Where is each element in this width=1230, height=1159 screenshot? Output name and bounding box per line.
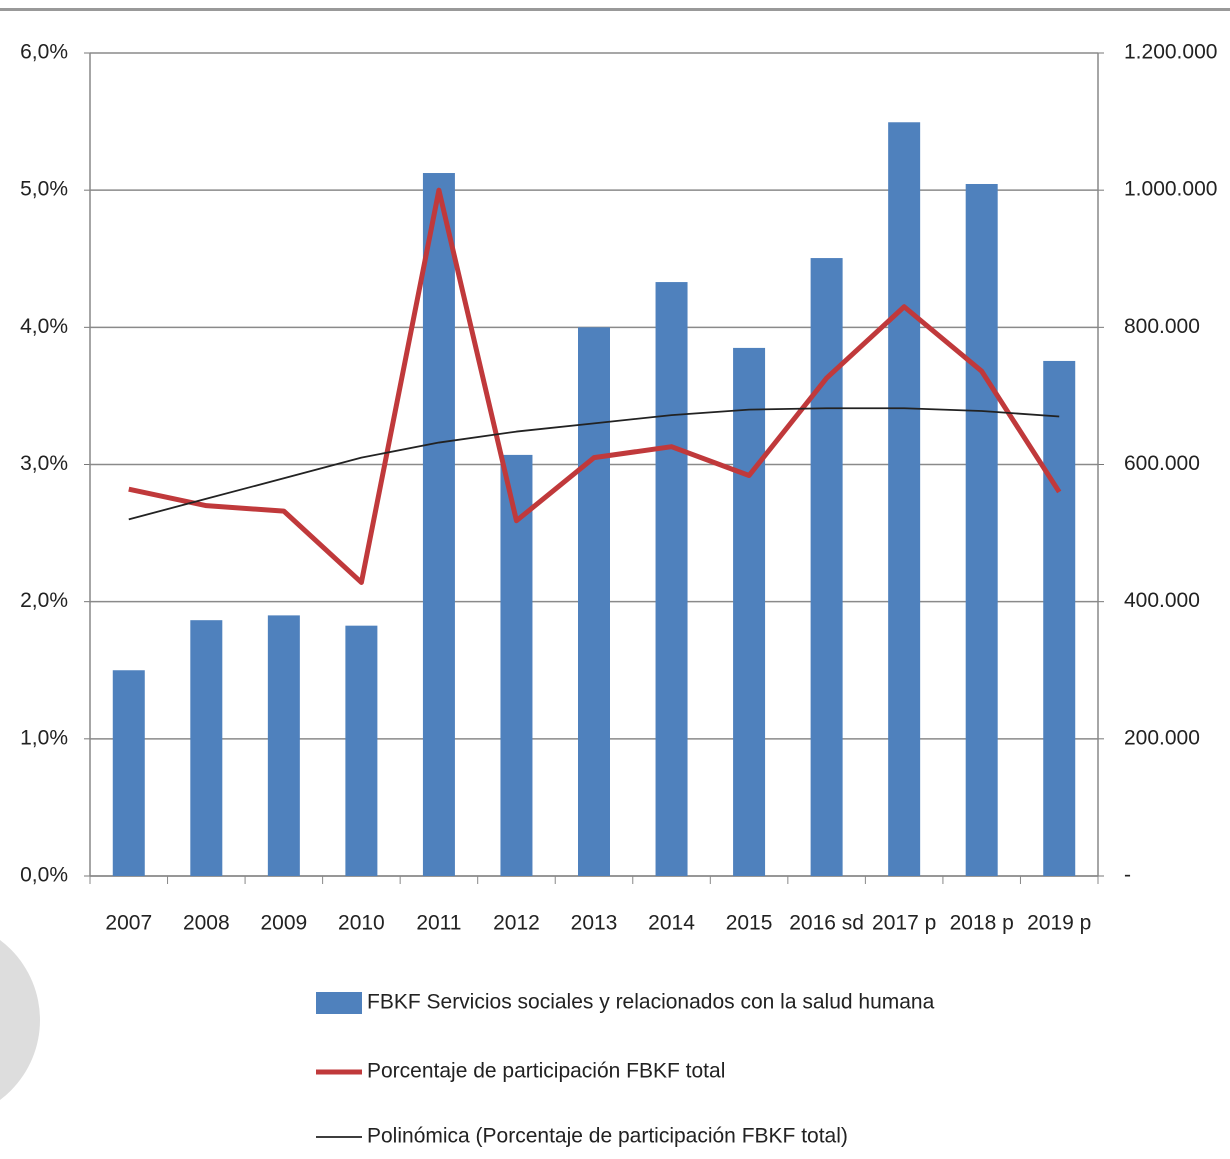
bar bbox=[578, 327, 610, 876]
legend-swatch bbox=[316, 992, 362, 1014]
line bbox=[128, 187, 1062, 585]
decor-blob bbox=[0, 940, 40, 1100]
bar bbox=[965, 183, 998, 877]
y-tick-label: 4,0% bbox=[20, 315, 68, 338]
bar bbox=[267, 615, 300, 876]
x-tick-label: 2013 bbox=[571, 912, 618, 935]
y2-tick-label: 600.000 bbox=[1124, 452, 1200, 475]
x-tick-label: 2016 sd bbox=[789, 912, 864, 935]
bar bbox=[888, 122, 921, 876]
y2-tick-label: - bbox=[1124, 864, 1131, 887]
x-tick-label: 2010 bbox=[338, 912, 385, 935]
x-tick-label: 2008 bbox=[183, 912, 230, 935]
x-tick-label: 2015 bbox=[726, 912, 773, 935]
top-rule bbox=[0, 8, 1230, 11]
y2-tick-label: 200.000 bbox=[1124, 726, 1200, 749]
x-tick-label: 2017 p bbox=[872, 912, 936, 935]
y-tick-label: 1,0% bbox=[20, 726, 68, 749]
y-tick-label: 6,0% bbox=[20, 41, 68, 64]
y2-tick-label: 400.000 bbox=[1124, 589, 1200, 612]
bar bbox=[810, 258, 843, 876]
y2-tick-label: 1.200.000 bbox=[1124, 41, 1217, 64]
x-tick-label: 2012 bbox=[493, 912, 540, 935]
legend-label: FBKF Servicios sociales y relacionados c… bbox=[367, 991, 935, 1014]
x-tick-label: 2019 p bbox=[1027, 912, 1091, 935]
bar bbox=[345, 625, 378, 876]
legend-label: Polinómica (Porcentaje de participación … bbox=[367, 1125, 848, 1148]
y-tick-label: 2,0% bbox=[20, 589, 68, 612]
y2-tick-label: 800.000 bbox=[1124, 315, 1200, 338]
bar bbox=[190, 620, 223, 876]
bar bbox=[112, 670, 145, 876]
legend-label: Porcentaje de participación FBKF total bbox=[367, 1060, 725, 1083]
y2-tick-label: 1.000.000 bbox=[1124, 178, 1217, 201]
bar bbox=[655, 282, 688, 876]
y-tick-label: 5,0% bbox=[20, 178, 68, 201]
bar bbox=[733, 347, 766, 876]
y-tick-label: 0,0% bbox=[20, 864, 68, 887]
trend-line bbox=[128, 407, 1060, 521]
x-tick-label: 2009 bbox=[260, 912, 307, 935]
y-tick-label: 3,0% bbox=[20, 452, 68, 475]
x-tick-label: 2014 bbox=[648, 912, 695, 935]
x-tick-label: 2011 bbox=[416, 912, 461, 935]
bar bbox=[422, 173, 455, 877]
x-tick-label: 2018 p bbox=[950, 912, 1014, 935]
bar bbox=[500, 454, 533, 876]
bar bbox=[1043, 360, 1076, 876]
x-tick-label: 2007 bbox=[105, 912, 152, 935]
